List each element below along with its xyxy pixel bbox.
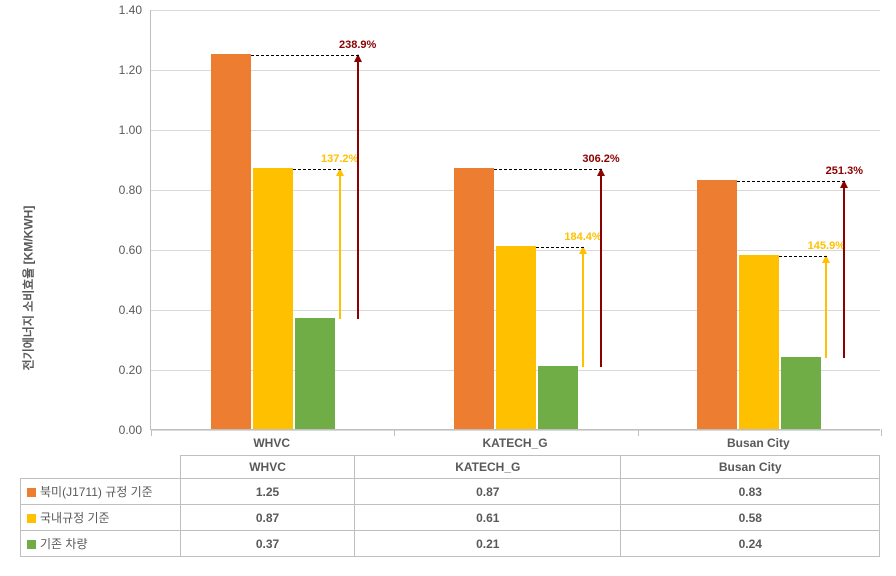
gridline [151,430,880,431]
bar [211,54,251,429]
annotation-arrow [825,256,827,358]
annotation-label: 145.9% [808,240,845,252]
chart: 0.000.200.400.600.801.001.201.40 137.2%2… [100,10,880,450]
annotation-label: 137.2% [321,153,358,165]
legend-swatch [27,540,36,549]
table-row-header: 국내규정 기준 [21,505,181,531]
plot-area: 137.2% 238.9% 184.4% 306.2% 145.9% 251.3% [150,10,880,430]
bar [697,180,737,429]
table-cell: 0.24 [621,531,880,557]
y-tick: 1.40 [119,3,142,17]
table-cell: 0.58 [621,505,880,531]
y-tick: 0.20 [119,363,142,377]
table-cell: 0.83 [621,479,880,505]
annotation-label: 184.4% [564,231,601,243]
annotation-label: 306.2% [582,153,619,165]
annotation-arrow [600,169,602,367]
data-table: WHVCKATECH_GBusan City 북미(J1711) 규정 기준 1.2… [20,455,880,557]
y-tick: 0.80 [119,183,142,197]
y-axis: 0.000.200.400.600.801.001.201.40 [100,10,150,450]
table-row: 기존 차량 0.370.210.24 [21,531,880,557]
annotation-arrow [582,247,584,367]
table-cell: 0.87 [181,505,355,531]
annotation-arrow [357,55,359,319]
table-header: Busan City [621,456,880,479]
series-label: 북미(J1711) 규정 기준 [40,485,153,499]
table-cell: 0.37 [181,531,355,557]
series-label: 기존 차량 [40,537,88,551]
x-category-label: Busan City [727,436,790,450]
table-row-header: 북미(J1711) 규정 기준 [21,479,181,505]
y-tick: 1.00 [119,123,142,137]
bar [454,168,494,429]
annotation-connector [536,247,584,248]
bar [253,168,293,429]
series-label: 국내규정 기준 [40,511,110,525]
table-cell: 0.21 [355,531,621,557]
table-header: WHVC [181,456,355,479]
x-category-label: KATECH_G [482,436,547,450]
legend-swatch [27,514,36,523]
annotation-label: 251.3% [826,165,863,177]
bar [781,357,821,429]
annotation-connector [293,169,341,170]
annotation-connector [779,256,827,257]
x-category-label: WHVC [253,436,290,450]
y-tick: 0.40 [119,303,142,317]
legend-swatch [27,488,36,497]
annotation-arrow [339,169,341,319]
table-row: 국내규정 기준 0.870.610.58 [21,505,880,531]
table-cell: 0.61 [355,505,621,531]
bar [295,318,335,429]
annotation-connector [251,55,359,56]
annotation-connector [494,169,602,170]
table-row: 북미(J1711) 규정 기준 1.250.870.83 [21,479,880,505]
table-cell: 1.25 [181,479,355,505]
bar [538,366,578,429]
bar [496,246,536,429]
y-axis-label: 전기에너지 소비효율 [KM/KWH] [20,206,37,371]
y-tick: 0.00 [119,423,142,437]
y-tick: 1.20 [119,63,142,77]
y-tick: 0.60 [119,243,142,257]
table-header: KATECH_G [355,456,621,479]
table-cell: 0.87 [355,479,621,505]
table-header [21,456,181,479]
table-row-header: 기존 차량 [21,531,181,557]
annotation-label: 238.9% [339,39,376,51]
bar [739,255,779,429]
annotation-connector [737,181,845,182]
annotation-arrow [843,181,845,358]
